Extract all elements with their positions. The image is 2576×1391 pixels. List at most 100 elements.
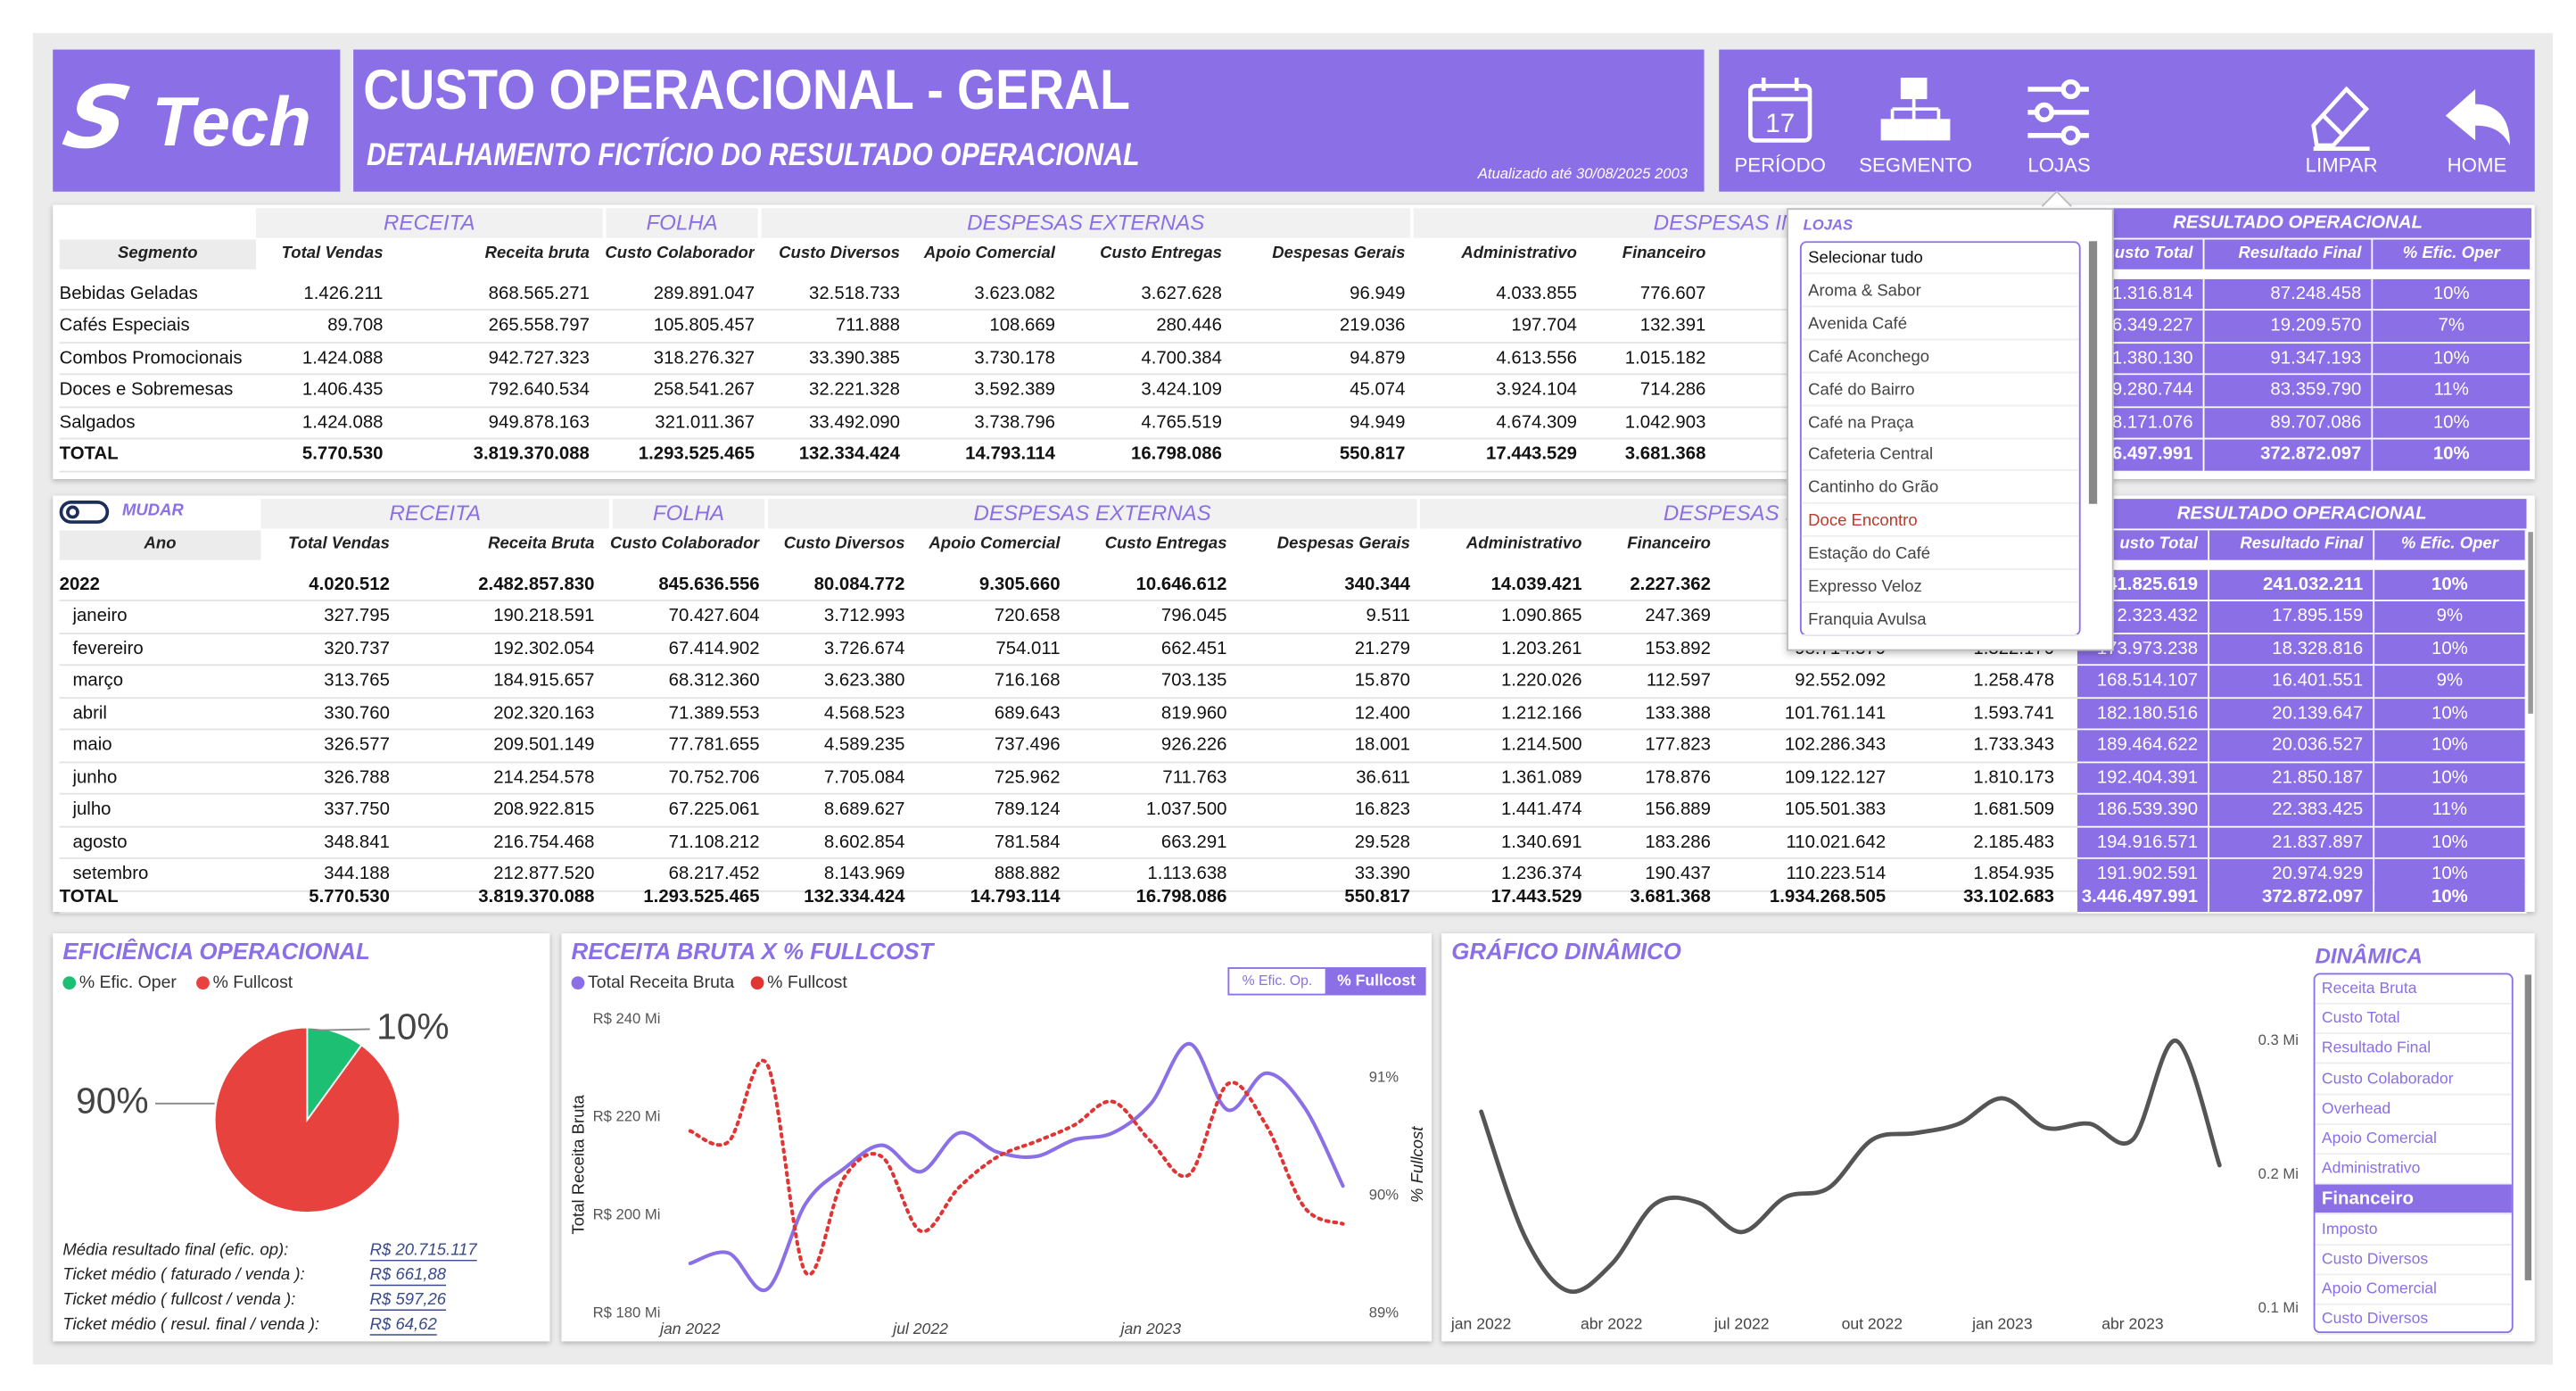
table-cell: 5.770.530 xyxy=(301,444,384,465)
table-cell: 83.359.790 xyxy=(2204,375,2374,408)
row-label: TOTAL xyxy=(59,444,119,465)
measure-option[interactable]: Financeiro xyxy=(2315,1185,2512,1215)
page-subtitle: DETALHAMENTO FICTÍCIO DO RESULTADO OPERA… xyxy=(366,138,1140,174)
table-cell: 29.528 xyxy=(1354,832,1411,853)
table-cell: 326.577 xyxy=(324,735,390,756)
table-cell: 3.819.370.088 xyxy=(478,886,595,907)
table-cell: 348.841 xyxy=(324,832,390,853)
table-cell: 9.305.660 xyxy=(978,574,1061,594)
measure-option[interactable]: Imposto xyxy=(2315,1215,2512,1246)
y-tick-label: 0.3 Mi xyxy=(2258,1031,2299,1048)
column-header: % Efic. Oper xyxy=(2373,239,2532,269)
measure-option[interactable]: Custo Total xyxy=(2315,1005,2512,1035)
table-cell: 3.592.389 xyxy=(974,379,1055,401)
row-separator xyxy=(59,696,2077,699)
table-cell: 942.727.323 xyxy=(488,347,590,368)
measure-option[interactable]: Administrativo xyxy=(2315,1155,2512,1185)
summary-label: Média resultado final (efic. op): xyxy=(62,1239,288,1258)
table-cell: 737.496 xyxy=(994,735,1061,756)
x-tick-label: jul 2022 xyxy=(891,1320,948,1337)
measure-option[interactable]: Custo Diversos xyxy=(2315,1305,2512,1336)
legend-label: Total Receita Bruta xyxy=(588,973,734,992)
table-cell: 192.302.054 xyxy=(493,638,595,658)
y-tick-label: R$ 200 Mi xyxy=(593,1205,661,1222)
toggle-button[interactable] xyxy=(1326,967,1426,996)
legend-marker xyxy=(571,976,585,990)
row-separator xyxy=(59,600,2077,601)
measure-option[interactable]: Apoio Comercial xyxy=(2315,1275,2512,1305)
table-cell: 132.334.424 xyxy=(804,886,905,907)
row-label: TOTAL xyxy=(59,886,119,907)
table-cell: 845.636.556 xyxy=(658,574,760,594)
toggle-button[interactable] xyxy=(1227,967,1327,996)
data-label: 90% xyxy=(76,1081,148,1122)
column-header: Resultado Final xyxy=(2209,530,2375,560)
table-cell: 1.113.638 xyxy=(1147,865,1227,885)
measure-option[interactable]: Receita Bruta xyxy=(2315,974,2512,1005)
table-cell: 10.646.612 xyxy=(1135,574,1227,594)
row-separator xyxy=(59,437,2065,440)
row-separator xyxy=(59,632,2077,634)
nav-home[interactable]: HOME xyxy=(2447,153,2507,178)
measure-option[interactable]: Resultado Final xyxy=(2315,1035,2512,1065)
table-cell: 194.916.571 xyxy=(2076,827,2210,860)
table-cell: 216.754.468 xyxy=(493,832,595,853)
table-cell: 1.258.478 xyxy=(1973,670,2055,691)
nav-segmento[interactable]: SEGMENTO xyxy=(1859,153,1972,178)
table-cell: 80.084.772 xyxy=(813,574,905,594)
measure-option[interactable]: Custo Colaborador xyxy=(2315,1064,2512,1095)
table-cell: 4.613.556 xyxy=(1496,347,1577,368)
table-cell: 340.344 xyxy=(1344,574,1411,594)
table-cell: 3.738.796 xyxy=(974,411,1055,433)
table-cell: 10% xyxy=(2373,343,2532,376)
column-header: Custo Diversos xyxy=(783,534,905,554)
table-cell: 77.781.655 xyxy=(668,735,760,756)
table-cell: 21.850.187 xyxy=(2209,763,2375,796)
table-cell: 7.705.084 xyxy=(823,767,905,788)
table-cell: 320.737 xyxy=(324,638,390,658)
table-cell: 337.750 xyxy=(324,799,390,820)
table-cell: 71.108.212 xyxy=(668,832,760,853)
table-cell: 92.552.092 xyxy=(1795,670,1887,691)
nav-limpar[interactable]: LIMPAR xyxy=(2305,153,2378,178)
row-label: Cafés Especiais xyxy=(59,315,190,335)
measure-option[interactable]: Overhead xyxy=(2315,1095,2512,1125)
x-tick-label: jan 2023 xyxy=(1119,1320,1182,1337)
table-cell: 1.090.865 xyxy=(1500,606,1582,626)
table-cell: 10% xyxy=(2374,568,2527,601)
logo-text: Tech xyxy=(152,82,311,161)
column-header: Apoio Comercial xyxy=(923,244,1055,263)
column-header: Resultado Final xyxy=(2204,239,2374,269)
table-cell: 21.279 xyxy=(1354,638,1411,658)
table-cell: 327.795 xyxy=(324,606,390,626)
nav-lojas[interactable]: LOJAS xyxy=(2027,153,2091,178)
table-cell: 87.248.458 xyxy=(2204,277,2374,311)
row-separator xyxy=(59,309,2065,311)
column-header: Financeiro xyxy=(1622,244,1706,263)
table-cell: 926.226 xyxy=(1160,735,1227,756)
legend-label: % Fullcost xyxy=(213,973,293,992)
table-cell: 550.817 xyxy=(1339,444,1406,465)
group-header: FOLHA xyxy=(612,499,765,529)
table-cell: 94.879 xyxy=(1350,347,1406,368)
table-cell: 67.225.061 xyxy=(668,799,760,820)
table-cell: 189.464.622 xyxy=(2076,730,2210,763)
eraser-icon xyxy=(2311,86,2370,151)
nav-periodo[interactable]: PERÍODO xyxy=(1734,153,1826,178)
chart-title: EFICIÊNCIA OPERACIONAL xyxy=(62,938,369,965)
row-separator xyxy=(59,761,2077,763)
table-cell: 3.712.993 xyxy=(823,606,905,626)
measure-option[interactable]: Apoio Comercial xyxy=(2315,1125,2512,1155)
table-cell: 1.340.691 xyxy=(1500,832,1582,853)
table-cell: 15.870 xyxy=(1354,670,1411,691)
row-label: abril xyxy=(72,703,107,724)
table-cell: 9% xyxy=(2374,666,2527,699)
table-cell: 4.700.384 xyxy=(1141,347,1222,368)
table-cell: 168.514.107 xyxy=(2076,666,2210,699)
row-label: janeiro xyxy=(72,606,128,626)
table-cell: 10% xyxy=(2374,698,2527,731)
measure-option[interactable]: Custo Diversos xyxy=(2315,1246,2512,1275)
table-cell: 110.021.642 xyxy=(1786,832,1887,853)
table-cell: 16.798.086 xyxy=(1131,444,1222,465)
table-cell: 5.770.530 xyxy=(309,886,390,907)
